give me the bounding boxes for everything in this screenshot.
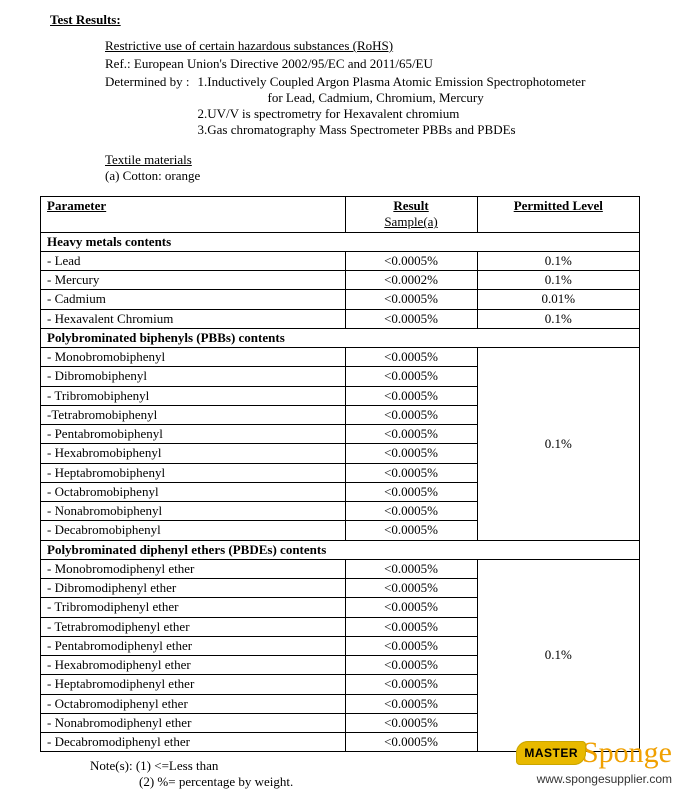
result-cell: <0.0005% — [345, 348, 477, 367]
permitted-cell: 0.1% — [477, 271, 639, 290]
result-cell: <0.0005% — [345, 482, 477, 501]
determined-label: Determined by : — [105, 74, 197, 138]
table-header-row: Parameter Result Sample(a) Permitted Lev… — [41, 197, 640, 233]
param-cell: - Lead — [41, 251, 346, 270]
col-result: Result Sample(a) — [345, 197, 477, 233]
permitted-cell: 0.1% — [477, 251, 639, 270]
result-cell: <0.0005% — [345, 733, 477, 752]
param-cell: - Nonabromodiphenyl ether — [41, 713, 346, 732]
method-1-sub: for Lead, Cadmium, Chromium, Mercury — [267, 90, 585, 106]
param-cell: - Heptabromodiphenyl ether — [41, 675, 346, 694]
table-row: - Monobromobiphenyl<0.0005%0.1% — [41, 348, 640, 367]
result-cell: <0.0005% — [345, 502, 477, 521]
result-cell: <0.0005% — [345, 309, 477, 328]
param-cell: - Decabromodiphenyl ether — [41, 733, 346, 752]
section-title: Test Results: — [50, 12, 670, 28]
result-cell: <0.0005% — [345, 675, 477, 694]
param-cell: - Dibromobiphenyl — [41, 367, 346, 386]
reference-text: Ref.: European Union's Directive 2002/95… — [105, 56, 670, 72]
section-pbde-header: Polybrominated diphenyl ethers (PBDEs) c… — [41, 540, 640, 559]
permitted-cell: 0.01% — [477, 290, 639, 309]
param-cell: - Hexabromobiphenyl — [41, 444, 346, 463]
method-1: 1.Inductively Coupled Argon Plasma Atomi… — [197, 74, 585, 90]
param-cell: -Tetrabromobiphenyl — [41, 405, 346, 424]
param-cell: - Dibromodiphenyl ether — [41, 579, 346, 598]
param-cell: - Mercury — [41, 271, 346, 290]
result-cell: <0.0005% — [345, 579, 477, 598]
result-cell: <0.0005% — [345, 559, 477, 578]
table-row: - Mercury<0.0002%0.1% — [41, 271, 640, 290]
param-cell: - Tetrabromodiphenyl ether — [41, 617, 346, 636]
note-2: (2) %= percentage by weight. — [139, 774, 670, 790]
table-row: - Hexavalent Chromium<0.0005%0.1% — [41, 309, 640, 328]
result-cell: <0.0005% — [345, 463, 477, 482]
col-parameter: Parameter — [41, 197, 346, 233]
heavy-title: Heavy metals contents — [41, 232, 640, 251]
result-cell: <0.0005% — [345, 386, 477, 405]
result-cell: <0.0005% — [345, 444, 477, 463]
result-cell: <0.0005% — [345, 367, 477, 386]
pbde-title: Polybrominated diphenyl ethers (PBDEs) c… — [41, 540, 640, 559]
col-result-label: Result — [393, 198, 428, 213]
permitted-cell: 0.1% — [477, 348, 639, 541]
result-cell: <0.0005% — [345, 405, 477, 424]
param-cell: - Monobromodiphenyl ether — [41, 559, 346, 578]
table-row: - Lead<0.0005%0.1% — [41, 251, 640, 270]
param-cell: - Octabromobiphenyl — [41, 482, 346, 501]
result-cell: <0.0005% — [345, 636, 477, 655]
param-cell: - Pentabromobiphenyl — [41, 425, 346, 444]
param-cell: - Octabromodiphenyl ether — [41, 694, 346, 713]
section-heavy-header: Heavy metals contents — [41, 232, 640, 251]
result-cell: <0.0005% — [345, 251, 477, 270]
table-row: - Cadmium<0.0005%0.01% — [41, 290, 640, 309]
results-table: Parameter Result Sample(a) Permitted Lev… — [40, 196, 640, 752]
result-cell: <0.0005% — [345, 694, 477, 713]
param-cell: - Pentabromodiphenyl ether — [41, 636, 346, 655]
result-cell: <0.0005% — [345, 290, 477, 309]
cotton-line: (a) Cotton: orange — [105, 168, 670, 184]
result-cell: <0.0005% — [345, 521, 477, 540]
method-3: 3.Gas chromatography Mass Spectrometer P… — [197, 122, 585, 138]
result-cell: <0.0005% — [345, 656, 477, 675]
section-pbb-header: Polybrominated biphenyls (PBBs) contents — [41, 328, 640, 347]
col-result-sub: Sample(a) — [384, 214, 437, 229]
col-permitted: Permitted Level — [477, 197, 639, 233]
param-cell: - Heptabromobiphenyl — [41, 463, 346, 482]
permitted-cell: 0.1% — [477, 559, 639, 752]
param-cell: - Tribromobiphenyl — [41, 386, 346, 405]
param-cell: - Hexabromodiphenyl ether — [41, 656, 346, 675]
note-1: Note(s): (1) <=Less than — [90, 758, 670, 774]
methods-list: 1.Inductively Coupled Argon Plasma Atomi… — [197, 74, 585, 138]
notes-block: Note(s): (1) <=Less than (2) %= percenta… — [90, 758, 670, 790]
param-cell: - Decabromobiphenyl — [41, 521, 346, 540]
param-cell: - Hexavalent Chromium — [41, 309, 346, 328]
textile-heading: Textile materials — [105, 152, 670, 168]
method-2: 2.UV/V is spectrometry for Hexavalent ch… — [197, 106, 585, 122]
param-cell: - Tribromodiphenyl ether — [41, 598, 346, 617]
param-cell: - Nonabromobiphenyl — [41, 502, 346, 521]
result-cell: <0.0005% — [345, 425, 477, 444]
param-cell: - Monobromobiphenyl — [41, 348, 346, 367]
determined-by-row: Determined by : 1.Inductively Coupled Ar… — [105, 74, 670, 138]
permitted-cell: 0.1% — [477, 309, 639, 328]
result-cell: <0.0005% — [345, 598, 477, 617]
result-cell: <0.0005% — [345, 617, 477, 636]
result-cell: <0.0005% — [345, 713, 477, 732]
pbb-title: Polybrominated biphenyls (PBBs) contents — [41, 328, 640, 347]
table-row: - Monobromodiphenyl ether<0.0005%0.1% — [41, 559, 640, 578]
result-cell: <0.0002% — [345, 271, 477, 290]
param-cell: - Cadmium — [41, 290, 346, 309]
rohs-subtitle: Restrictive use of certain hazardous sub… — [105, 38, 670, 54]
